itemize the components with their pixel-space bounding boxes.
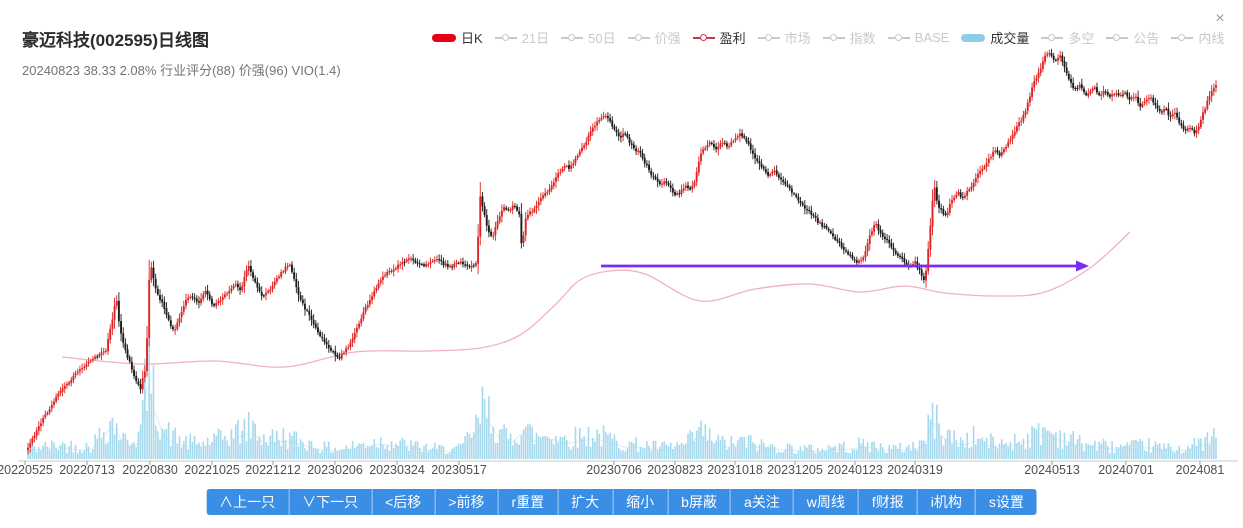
profit-line-layer: [61, 231, 1131, 368]
legend-item-指数[interactable]: 指数: [822, 28, 876, 47]
legend-line-swatch: [494, 33, 517, 41]
toolbar-button-s设置[interactable]: s设置: [975, 489, 1037, 515]
toolbar-button-b屏蔽[interactable]: b屏蔽: [668, 489, 731, 515]
legend-line-swatch: [822, 33, 845, 41]
legend-item-成交量[interactable]: 成交量: [961, 28, 1029, 47]
legend-item-50日[interactable]: 50日: [561, 28, 616, 47]
legend-bar-swatch: [432, 33, 456, 42]
x-axis-label: 20230206: [307, 463, 363, 477]
legend-item-多空[interactable]: 多空: [1041, 28, 1094, 47]
legend-item-公告[interactable]: 公告: [1106, 28, 1159, 47]
legend-label: 市场: [784, 31, 811, 46]
legend-line-swatch: [561, 33, 584, 41]
x-axis-label: 20220713: [59, 463, 115, 477]
legend-line-swatch: [627, 33, 650, 41]
bottom-toolbar: ∧上一只 ∨下一只 <后移 >前移 r重置 扩大 缩小 b屏蔽 a关注 w周线 f财报 i机构 s设置: [206, 489, 1037, 515]
x-axis-label: 20230823: [647, 463, 703, 477]
x-axis-label: 20221212: [245, 463, 301, 477]
x-axis-label: 2024081: [1176, 463, 1225, 477]
legend-label: 盈利: [719, 31, 746, 46]
legend-line-swatch: [1041, 33, 1064, 41]
legend-label: 50日: [588, 31, 616, 46]
legend-bar-swatch: [961, 33, 986, 42]
toolbar-button-i机构[interactable]: i机构: [917, 489, 976, 515]
legend-item-价强[interactable]: 价强: [627, 28, 681, 47]
legend-label: 公告: [1133, 31, 1160, 46]
x-axis-label: 20221025: [184, 463, 240, 477]
x-axis-label: 20220525: [0, 463, 53, 477]
toolbar-button-缩小[interactable]: 缩小: [613, 489, 669, 515]
page-title: 豪迈科技(002595)日线图: [22, 31, 210, 50]
legend-label: 日K: [461, 31, 483, 46]
legend-item-21日[interactable]: 21日: [494, 28, 550, 47]
legend-item-内线[interactable]: 内线: [1171, 28, 1224, 47]
legend-line-swatch: [757, 33, 780, 41]
legend-item-市场[interactable]: 市场: [757, 28, 811, 47]
legend-label: 成交量: [990, 31, 1030, 46]
volume-bars-layer: [27, 341, 1217, 459]
legend-line-swatch: [887, 33, 910, 41]
trend-arrow-annotation: [601, 260, 1089, 272]
legend-label: 价强: [654, 31, 681, 46]
x-axis-label: 20240123: [827, 463, 883, 477]
legend-label: 内线: [1198, 31, 1225, 46]
toolbar-button-a关注[interactable]: a关注: [730, 489, 794, 515]
toolbar-button-r重置[interactable]: r重置: [498, 489, 559, 515]
legend-label: 指数: [849, 31, 876, 46]
x-axis-label: 20220830: [122, 463, 178, 477]
x-axis-label: 20231205: [767, 463, 823, 477]
toolbar-button-扩大[interactable]: 扩大: [558, 489, 614, 515]
close-icon[interactable]: ×: [1215, 10, 1225, 27]
legend-line-swatch: [1106, 33, 1129, 41]
legend-label: BASE: [914, 30, 950, 45]
x-axis-label: 20240319: [887, 463, 943, 477]
legend-item-日K[interactable]: 日K: [432, 28, 483, 47]
x-axis-label: 20230517: [431, 463, 487, 477]
toolbar-button-前移[interactable]: >前移: [435, 489, 499, 515]
legend-line-swatch: [692, 33, 715, 41]
toolbar-button-下一只[interactable]: ∨下一只: [289, 489, 373, 515]
x-axis-label: 20231018: [707, 463, 763, 477]
x-axis-label: 20240701: [1098, 463, 1154, 477]
legend-label: 21日: [521, 31, 550, 46]
toolbar-button-w周线[interactable]: w周线: [793, 489, 859, 515]
legend-item-BASE[interactable]: BASE: [887, 30, 950, 45]
toolbar-button-后移[interactable]: <后移: [372, 489, 436, 515]
x-axis: 20220525 20220713 20220830 20221025 20221212…: [0, 460, 1238, 477]
candles-layer: [27, 48, 1217, 455]
legend-line-swatch: [1171, 33, 1194, 41]
x-axis-label: 20230324: [369, 463, 425, 477]
x-axis-label: 20240513: [1024, 463, 1080, 477]
toolbar-button-上一只[interactable]: ∧上一只: [206, 489, 290, 515]
chart-header: 豪迈科技(002595)日线图 20240823 38.33 2.08% 行业评…: [22, 26, 341, 79]
chart-legend: 日K 21日 50日 价强 盈利 市场 指数 BASE 成交量 多空 公告 内线: [432, 28, 1224, 47]
x-axis-label: 20230706: [586, 463, 642, 477]
legend-item-盈利[interactable]: 盈利: [692, 28, 746, 47]
legend-label: 多空: [1068, 31, 1095, 46]
toolbar-button-f财报[interactable]: f财报: [858, 489, 918, 515]
quote-summary: 20240823 38.33 2.08% 行业评分(88) 价强(96) VIO…: [22, 63, 341, 78]
